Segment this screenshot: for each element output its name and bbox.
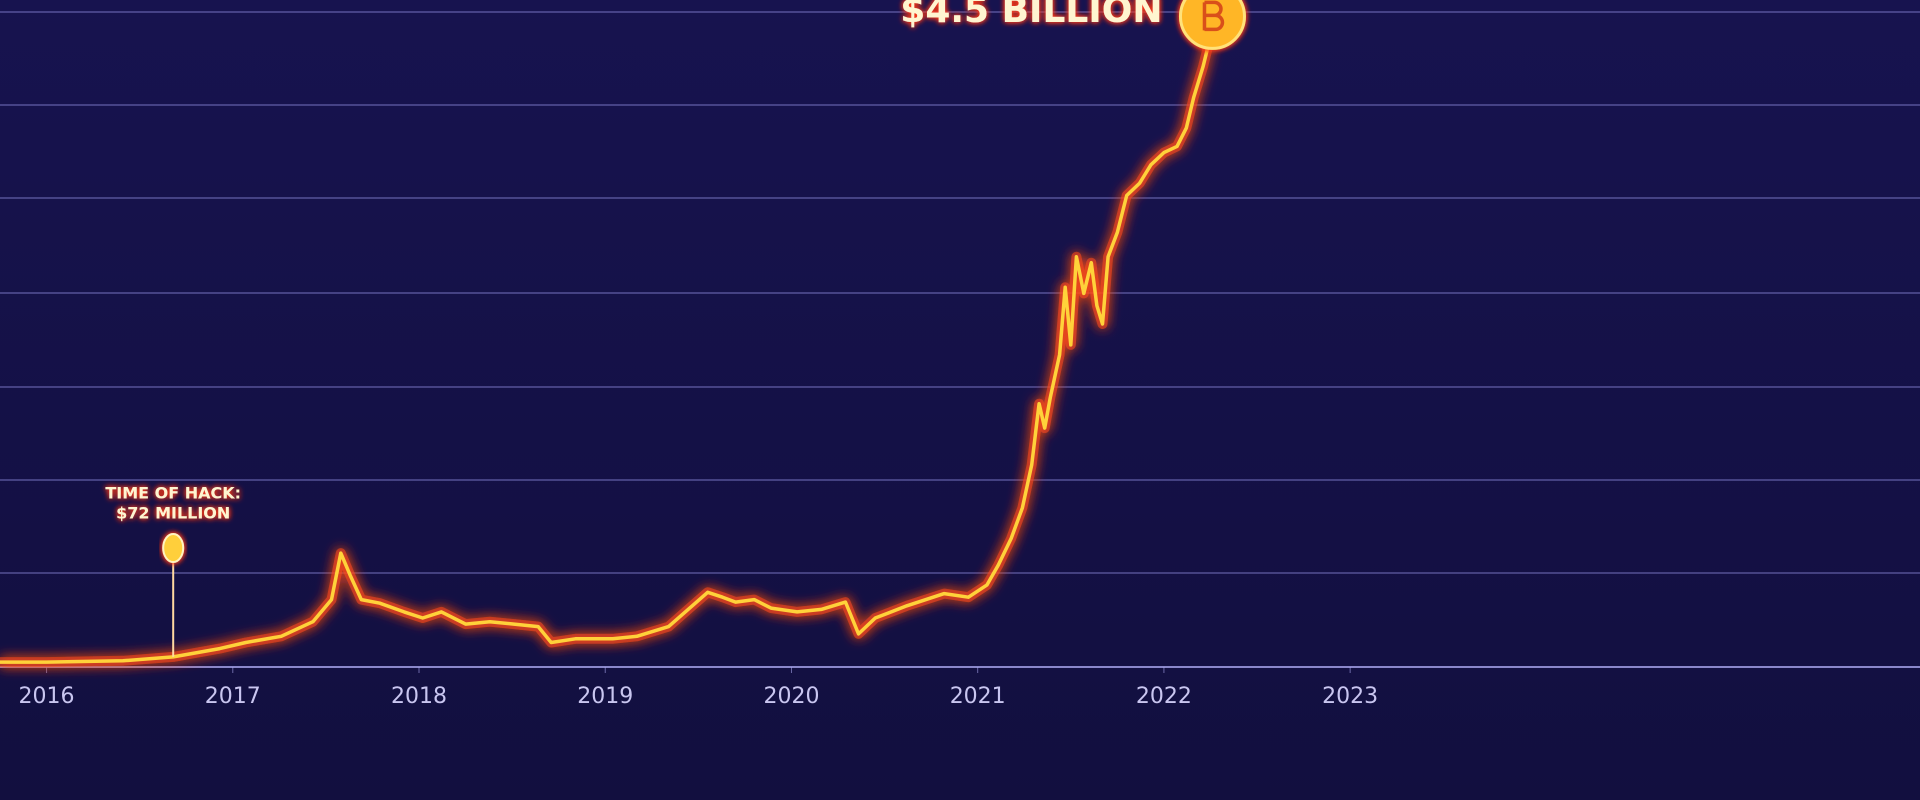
x-tick-label: 2019: [577, 684, 633, 709]
x-tick-label: 2016: [19, 684, 75, 709]
annotation-text: $72 MILLION: [116, 504, 230, 523]
hack-marker: [162, 533, 185, 563]
annotation-text: $4.5 BILLION: [900, 0, 1162, 31]
end-marker: [1178, 0, 1246, 50]
x-tick-label: 2022: [1136, 684, 1192, 709]
scan-lines: [0, 11, 1920, 668]
x-tick-label: 2018: [391, 684, 447, 709]
x-tick-label: 2017: [205, 684, 261, 709]
series-line: [0, 35, 1213, 664]
x-tick-label: 2020: [763, 684, 819, 709]
x-tick-label: 2021: [950, 684, 1006, 709]
plot: 2016 2017 2018 2019 2020 2021 2022 2023 TIME OF …: [0, 0, 1378, 709]
annotation-text: TIME OF HACK:: [105, 484, 241, 503]
x-tick-label: 2023: [1322, 684, 1378, 709]
bitcoin-icon: [1202, 0, 1225, 32]
